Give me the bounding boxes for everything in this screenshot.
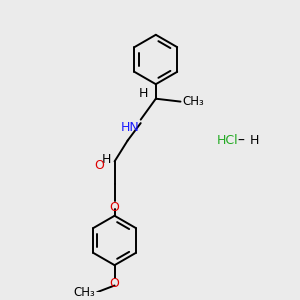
Text: H: H [102,154,111,166]
Text: H: H [250,134,260,147]
Text: CH₃: CH₃ [73,286,95,299]
Text: O: O [94,159,104,172]
Text: –: – [237,134,244,148]
Text: HN: HN [121,121,139,134]
Text: CH₃: CH₃ [183,95,205,108]
Text: O: O [110,201,119,214]
Text: H: H [138,87,148,100]
Text: O: O [110,277,119,290]
Text: HCl: HCl [217,134,239,147]
